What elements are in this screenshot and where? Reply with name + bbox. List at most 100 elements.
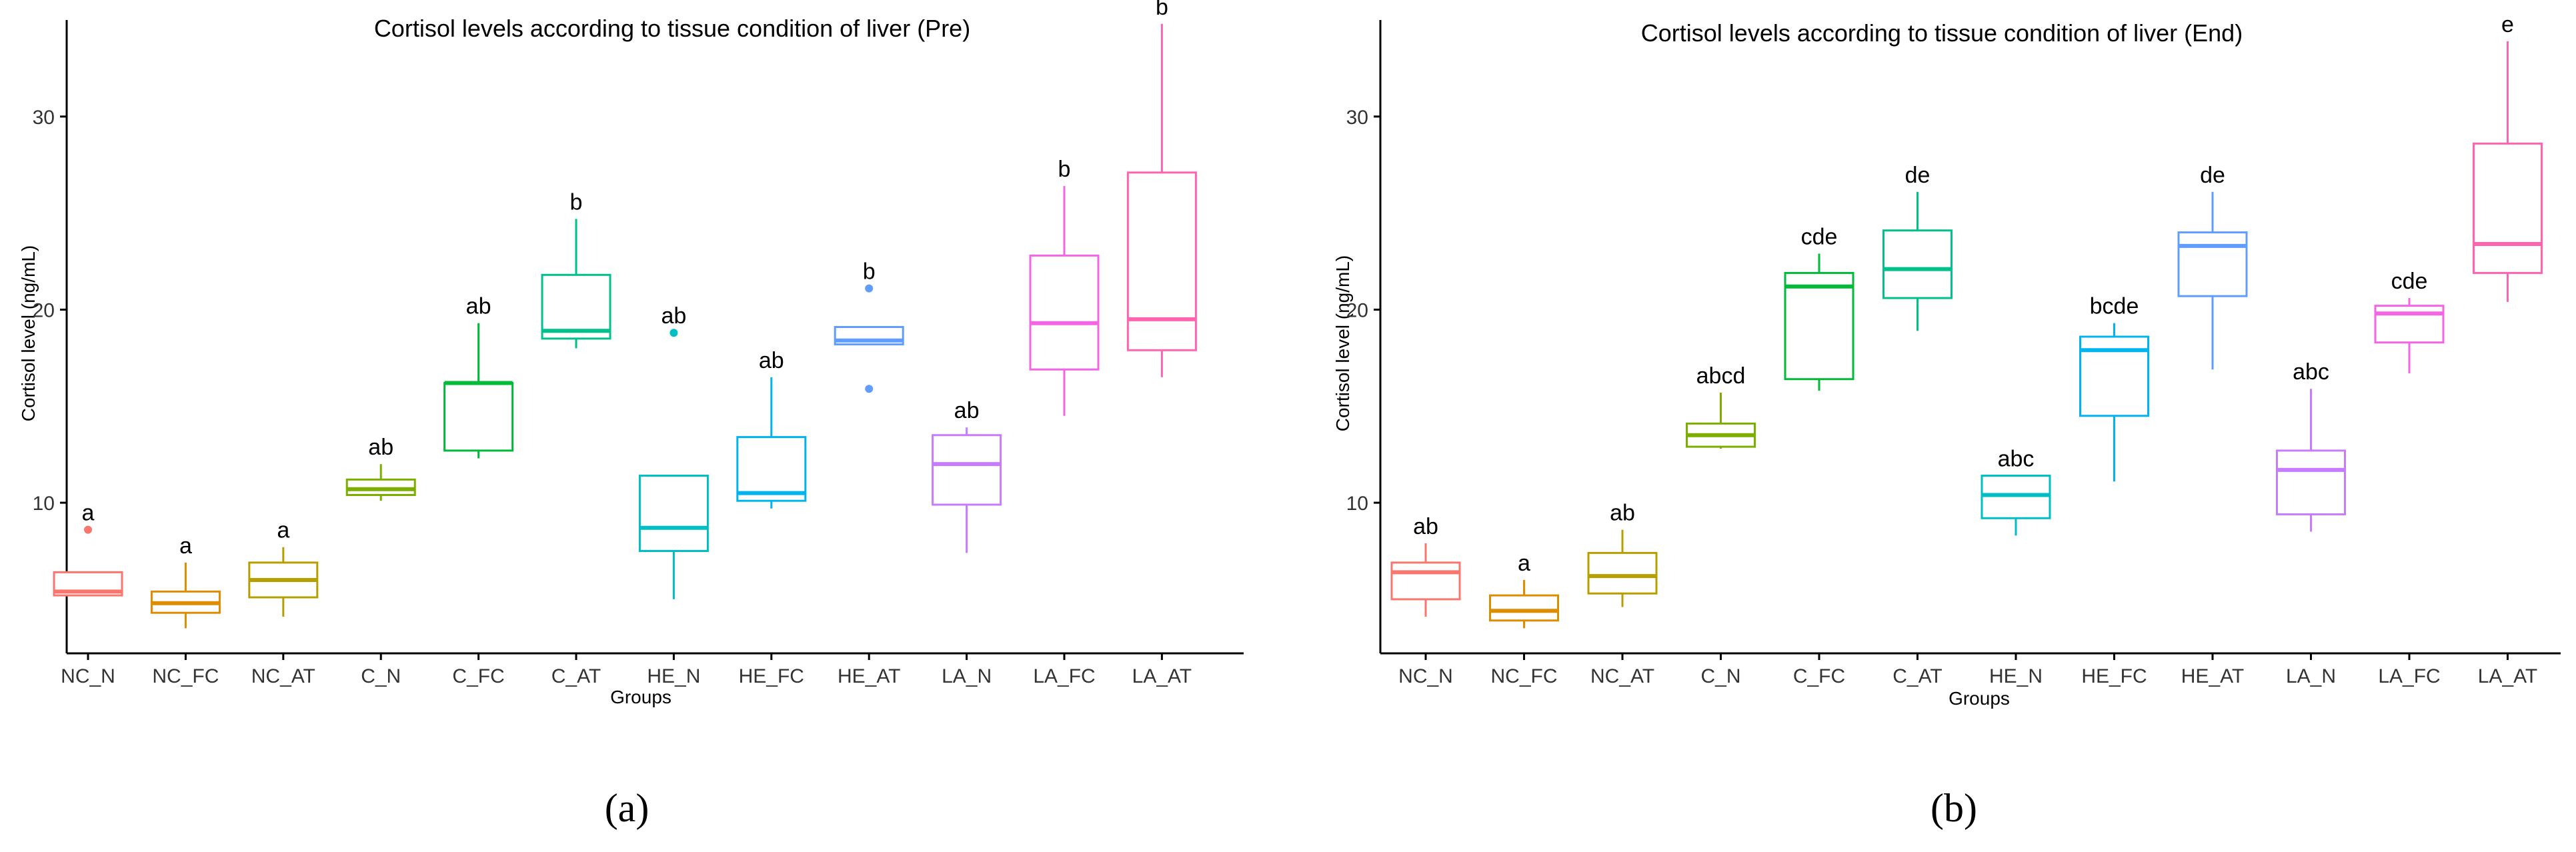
x-tick-label: HE_FC: [2081, 665, 2147, 687]
x-tick-label: HE_N: [647, 665, 700, 687]
x-tick-label: NC_N: [1398, 665, 1453, 687]
x-ticks: NC_N NC_FC NC_AT C_N C_FC C_AT HE_N HE_FC HE_AT L…: [1398, 653, 2537, 687]
box-body: [443, 382, 514, 452]
significance-letter: cde: [1801, 224, 1838, 249]
box-nc-at: [248, 547, 319, 617]
box-nc-at: [1587, 529, 1658, 607]
x-tick-label: NC_AT: [1590, 665, 1654, 687]
significance-letter: b: [1156, 0, 1168, 20]
y-ticks: 10 20 30: [33, 107, 67, 515]
box-c-at: [1882, 191, 1953, 331]
box-c-at: [541, 219, 611, 349]
y-tick-label: 20: [1346, 299, 1368, 321]
x-tick-label: HE_FC: [739, 665, 804, 687]
box-body: [932, 434, 1002, 506]
chart-title: Cortisol levels according to tissue cond…: [374, 15, 970, 42]
box-la-fc: [1029, 186, 1100, 416]
significance-letter: ab: [954, 398, 980, 423]
box-body: [1390, 561, 1461, 601]
y-tick-label: 10: [1346, 493, 1368, 515]
significance-letter: cde: [2391, 269, 2428, 294]
x-tick-label: LA_FC: [2378, 665, 2440, 687]
x-tick-label: NC_N: [61, 665, 115, 687]
significance-letter: a: [179, 533, 192, 559]
x-tick-label: C_N: [1700, 665, 1740, 687]
significance-letters: ab a ab abcd cde de abc bcde de abc cde e: [1413, 12, 2514, 576]
chart-title: Cortisol levels according to tissue cond…: [1641, 19, 2243, 47]
box-body: [1489, 594, 1559, 622]
x-ticks: NC_N NC_FC NC_AT C_N C_FC C_AT HE_N HE_FC HE_AT L…: [61, 653, 1192, 687]
significance-letter: abc: [1998, 447, 2035, 472]
box-body: [1587, 551, 1658, 595]
significance-letter: b: [863, 259, 876, 285]
chart-panel-pre: Cortisol levels according to tissue cond…: [18, 0, 1244, 830]
y-ticks: 10 20 30: [1346, 107, 1380, 515]
significance-letter: b: [570, 189, 583, 215]
significance-letter: ab: [1413, 514, 1438, 539]
significance-letters: a a a ab ab b ab ab b ab b b: [82, 0, 1168, 559]
panel-label: (b): [1930, 786, 1977, 830]
y-axis-label: Cortisol level (ng/mL): [18, 245, 39, 422]
x-tick-label: C_N: [361, 665, 401, 687]
significance-letter: ab: [1610, 501, 1635, 526]
box-body: [638, 475, 709, 552]
x-tick-label: C_FC: [1793, 665, 1845, 687]
box-series: [1390, 41, 2543, 629]
axes: [1379, 20, 2561, 655]
significance-letter: de: [2200, 163, 2225, 188]
y-tick-label: 20: [33, 299, 55, 321]
box-c-fc: [1784, 253, 1854, 391]
significance-letter: abcd: [1696, 363, 1746, 389]
significance-letter: ab: [368, 435, 393, 460]
box-c-fc: [443, 323, 514, 459]
box-body: [1126, 171, 1197, 351]
box-la-at: [2473, 41, 2543, 302]
significance-letter: ab: [661, 303, 686, 329]
panel-label: (a): [605, 786, 650, 830]
significance-letter: abc: [2293, 359, 2329, 385]
x-tick-label: NC_AT: [251, 665, 315, 687]
outlier-point: [865, 284, 874, 293]
box-la-n: [932, 427, 1002, 553]
box-body: [1882, 229, 1953, 299]
box-nc-fc: [150, 562, 221, 629]
box-la-at: [1126, 23, 1197, 377]
box-body: [1784, 271, 1854, 381]
x-tick-label: C_AT: [551, 665, 601, 687]
box-body: [2276, 449, 2346, 515]
significance-letter: ab: [759, 348, 784, 373]
box-body: [2374, 305, 2445, 344]
chart-panel-end: Cortisol levels according to tissue cond…: [1332, 12, 2561, 830]
box-series: [53, 23, 1197, 629]
box-body: [541, 273, 611, 340]
box-he-fc: [736, 377, 807, 509]
box-la-fc: [2374, 298, 2445, 374]
box-body: [2177, 231, 2248, 297]
x-tick-label: LA_FC: [1033, 665, 1095, 687]
x-tick-label: HE_AT: [838, 665, 900, 687]
significance-letter: a: [1518, 551, 1530, 576]
y-axis-label: Cortisol level (ng/mL): [1332, 255, 1353, 432]
x-axis-label: Groups: [610, 687, 672, 707]
box-he-at: [2177, 191, 2248, 370]
box-body: [736, 436, 807, 502]
box-nc-fc: [1489, 579, 1559, 629]
significance-letter: e: [2501, 12, 2514, 37]
box-he-fc: [2079, 323, 2149, 482]
axes: [65, 20, 1244, 655]
x-tick-label: HE_N: [1989, 665, 2043, 687]
box-nc-n: [53, 525, 123, 597]
box-body: [2473, 142, 2543, 274]
significance-letter: b: [1058, 157, 1071, 182]
outlier-point: [670, 329, 678, 337]
x-axis-label: Groups: [1949, 688, 2010, 709]
y-tick-label: 10: [33, 493, 55, 515]
box-la-n: [2276, 389, 2346, 532]
x-tick-label: C_FC: [452, 665, 504, 687]
significance-letter: de: [1905, 163, 1930, 188]
x-tick-label: LA_AT: [2478, 665, 2538, 687]
outlier-point: [865, 385, 874, 393]
x-tick-label: HE_AT: [2181, 665, 2244, 687]
